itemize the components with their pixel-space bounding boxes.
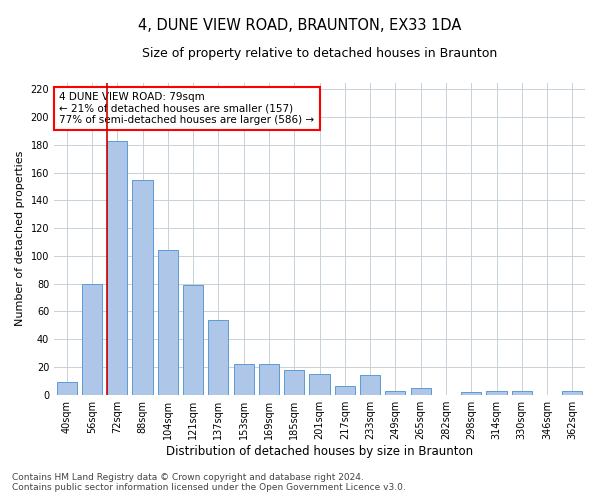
Bar bbox=[183, 285, 203, 395]
Bar bbox=[284, 370, 304, 394]
Title: Size of property relative to detached houses in Braunton: Size of property relative to detached ho… bbox=[142, 48, 497, 60]
Bar bbox=[56, 382, 77, 394]
Bar bbox=[208, 320, 229, 394]
Text: 4 DUNE VIEW ROAD: 79sqm
← 21% of detached houses are smaller (157)
77% of semi-d: 4 DUNE VIEW ROAD: 79sqm ← 21% of detache… bbox=[59, 92, 314, 125]
Y-axis label: Number of detached properties: Number of detached properties bbox=[15, 151, 25, 326]
Bar bbox=[461, 392, 481, 394]
Bar bbox=[233, 364, 254, 394]
Bar bbox=[133, 180, 152, 394]
Text: 4, DUNE VIEW ROAD, BRAUNTON, EX33 1DA: 4, DUNE VIEW ROAD, BRAUNTON, EX33 1DA bbox=[139, 18, 461, 32]
Bar bbox=[487, 390, 506, 394]
Bar bbox=[410, 388, 431, 394]
Bar bbox=[158, 250, 178, 394]
Bar bbox=[335, 386, 355, 394]
Text: Contains HM Land Registry data © Crown copyright and database right 2024.
Contai: Contains HM Land Registry data © Crown c… bbox=[12, 473, 406, 492]
Bar bbox=[360, 376, 380, 394]
Bar bbox=[107, 141, 127, 395]
X-axis label: Distribution of detached houses by size in Braunton: Distribution of detached houses by size … bbox=[166, 444, 473, 458]
Bar bbox=[310, 374, 329, 394]
Bar bbox=[259, 364, 279, 394]
Bar bbox=[512, 390, 532, 394]
Bar bbox=[82, 284, 102, 395]
Bar bbox=[385, 390, 406, 394]
Bar bbox=[562, 390, 583, 394]
